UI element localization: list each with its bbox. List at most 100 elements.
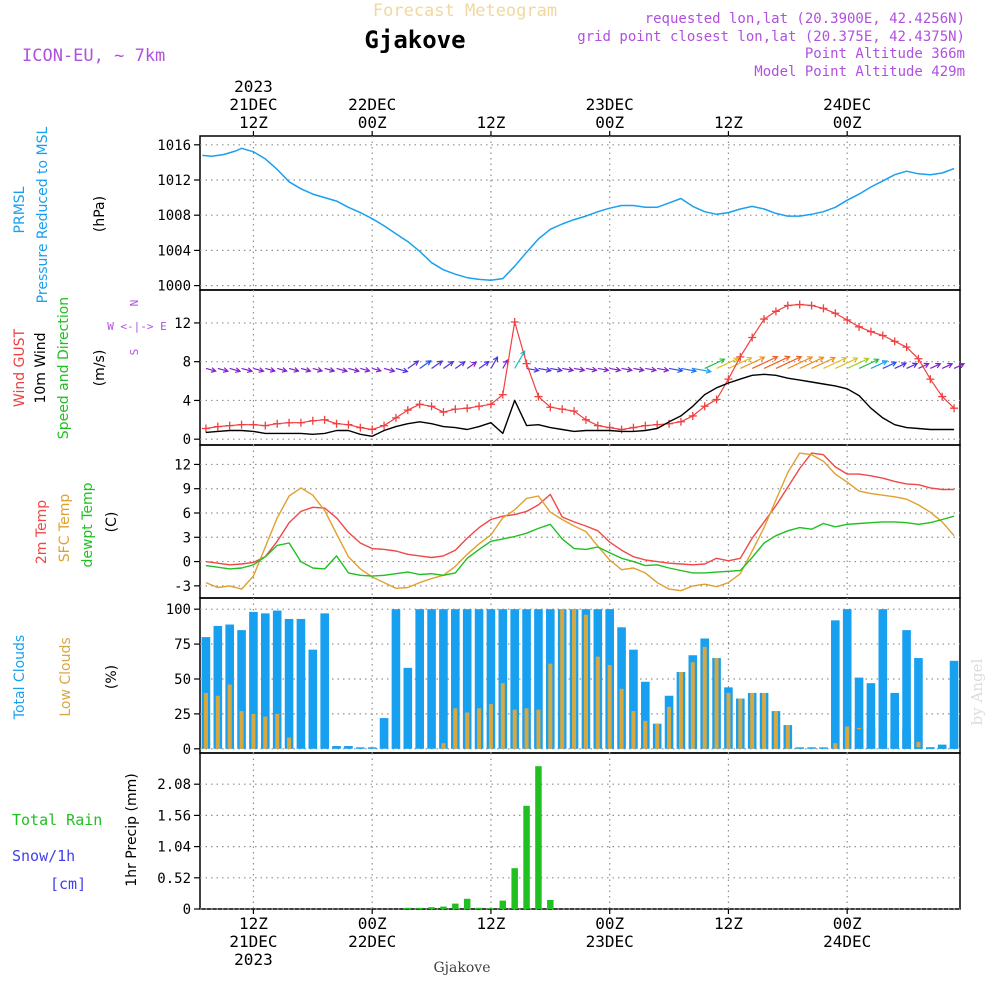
total-cloud-bar (819, 747, 828, 749)
time-label-bottom: 23DEC (586, 932, 634, 951)
gust-marker (320, 415, 329, 424)
temp-unit: (C) (104, 512, 120, 533)
total-cloud-bar (937, 744, 947, 749)
product-title: Forecast Meteogram (373, 1, 557, 21)
time-label-top: 22DEC (348, 95, 396, 114)
gust-marker (403, 406, 412, 415)
low-cloud-bar (690, 662, 695, 749)
total-cloud-bar (439, 609, 448, 749)
total-cloud-bar (854, 729, 864, 749)
gust-marker (890, 337, 899, 346)
total-cloud-bar (296, 618, 306, 749)
temp-label-dewpt: dewpt Temp (80, 482, 96, 567)
rain-bar (404, 907, 412, 909)
low-cloud-bar (215, 695, 220, 749)
low-cloud-bar (239, 711, 244, 749)
wind-arrow-head (305, 367, 312, 373)
ytick-label: 3 (183, 530, 191, 546)
temp-2m-line (205, 452, 955, 566)
gust-marker (356, 423, 365, 432)
wind-arrow-head (222, 367, 230, 373)
total-cloud-bar (249, 611, 258, 749)
ytick-label: 1016 (157, 138, 191, 154)
total-cloud-bar (403, 667, 413, 749)
gust-marker (700, 402, 709, 411)
ytick-label: 1000 (157, 279, 191, 295)
time-label-top: 12Z (239, 113, 268, 132)
low-cloud-bar (726, 692, 731, 749)
gust-marker (629, 423, 638, 432)
gust-marker (308, 416, 317, 425)
time-label-bottom: 2023 (234, 950, 273, 969)
wind-direction-arrow (288, 367, 299, 372)
wind-direction-arrow (657, 367, 669, 372)
wind-direction-arrow (241, 367, 253, 372)
gust-marker (724, 375, 733, 384)
gust-marker (475, 402, 484, 411)
gust-marker (653, 420, 662, 429)
wind-arrow-head (615, 366, 622, 373)
gust-marker (344, 420, 353, 429)
pressure-labels: PRMSL Pressure Reduced to MSL (hPa) (12, 126, 108, 303)
total-cloud-bar (926, 747, 935, 749)
wind-arrow-head (579, 366, 586, 373)
wind-arrow-head (912, 362, 919, 368)
ytick-label: 25 (174, 707, 191, 723)
wind-direction-arrow (728, 357, 752, 370)
wind-arrow-head (402, 367, 409, 374)
wind-arrow-head (364, 367, 371, 373)
gust-marker (273, 419, 282, 428)
rain-bar (428, 907, 435, 909)
ytick-label: 1004 (157, 243, 191, 259)
wind-arrow-head (425, 360, 432, 366)
wind-direction-arrow (930, 363, 941, 370)
credit-watermark: by Angel (968, 658, 986, 725)
time-label-top: 21DEC (229, 95, 277, 114)
gust-marker (498, 390, 507, 399)
panel-frames (199, 135, 961, 910)
low-cloud-bar (560, 609, 565, 749)
wind-arrow-head (556, 366, 563, 373)
total-cloud-bar (902, 729, 911, 749)
wind-direction-arrow (514, 350, 526, 369)
wind-direction-arrow (205, 367, 216, 372)
low-cloud-bar (702, 646, 707, 749)
total-cloud-bar (415, 609, 424, 749)
cloud-labels: Total Clouds Low Clouds (%) (12, 635, 120, 720)
wind-direction-arrow (680, 367, 697, 372)
wind-arrow-head (807, 356, 814, 362)
wind-arrow-head (591, 366, 598, 373)
total-cloud-bar (391, 609, 401, 749)
wind-direction-arrow (609, 367, 621, 371)
ytick-label: 2.08 (157, 777, 191, 793)
gust-marker (285, 418, 294, 427)
gust-marker (878, 331, 887, 340)
wind-direction-arrow (585, 367, 597, 371)
total-cloud-bar (261, 613, 270, 749)
low-cloud-bar (548, 663, 553, 749)
wind-direction-arrow (490, 356, 499, 369)
time-label-bottom: 00Z (358, 914, 387, 933)
wind-direction-arrow (300, 367, 311, 372)
wind-direction-arrow (894, 362, 907, 370)
wind-direction-arrow (312, 367, 323, 372)
precip-legend-rain: Total Rain (12, 811, 102, 829)
wind-arrow-head (947, 362, 954, 369)
gust-marker (380, 421, 389, 430)
wind-direction-arrow (692, 367, 711, 373)
precip-labels: Total Rain Snow/1h [cm] 1hr Precip (mm) (12, 773, 140, 893)
precip-legend-cm: [cm] (50, 875, 86, 893)
temp-label-2m: 2m Temp (34, 500, 50, 564)
wind-arrow-head (293, 367, 300, 373)
gust-marker (688, 411, 697, 420)
wind-arrow-head (650, 366, 658, 373)
wind-direction-arrow (953, 363, 965, 370)
gust-marker (795, 300, 804, 309)
total-cloud-bar (617, 627, 626, 749)
location-title: Gjakove (364, 26, 465, 54)
total-cloud-bar (522, 609, 531, 749)
gust-marker (760, 315, 769, 324)
wind-direction-arrow (918, 363, 929, 370)
low-cloud-bar (524, 708, 529, 749)
wind-direction-arrow (621, 367, 632, 371)
